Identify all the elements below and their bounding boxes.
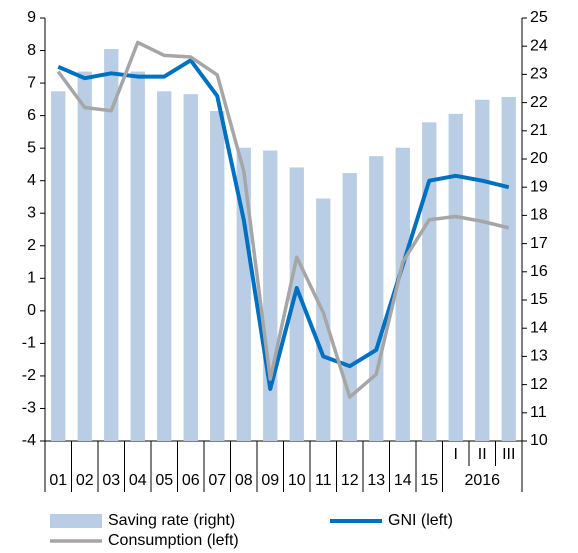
x-tick-label: II bbox=[478, 446, 487, 463]
y2-tick-label: 17 bbox=[530, 235, 548, 252]
y-tick-label: -4 bbox=[22, 432, 36, 449]
bar bbox=[130, 71, 145, 441]
y-tick-label: 4 bbox=[27, 172, 36, 189]
x-tick-label: 02 bbox=[76, 472, 94, 489]
bar bbox=[51, 91, 66, 441]
bar bbox=[157, 91, 172, 441]
bar bbox=[263, 150, 278, 442]
y2-tick-label: 20 bbox=[530, 150, 548, 167]
bar bbox=[210, 111, 225, 441]
x-tick-label: 08 bbox=[235, 472, 253, 489]
x-tick-label: 13 bbox=[367, 472, 385, 489]
y2-tick-label: 25 bbox=[530, 9, 548, 26]
bar bbox=[501, 96, 516, 442]
bar bbox=[289, 167, 304, 441]
x-tick-label: 04 bbox=[129, 472, 147, 489]
y2-tick-label: 21 bbox=[530, 122, 548, 139]
x-tick-label: 09 bbox=[261, 472, 279, 489]
x-tick-label: 14 bbox=[394, 472, 412, 489]
y-tick-label: 9 bbox=[27, 9, 36, 26]
y-tick-label: 0 bbox=[27, 302, 36, 319]
y2-tick-label: 18 bbox=[530, 207, 548, 224]
bar bbox=[236, 147, 251, 441]
line bbox=[56, 40, 510, 399]
legend-label: Saving rate (right) bbox=[108, 512, 235, 529]
y2-tick-label: 23 bbox=[530, 66, 548, 83]
x-tick-label: 03 bbox=[102, 472, 120, 489]
bar bbox=[475, 99, 490, 441]
bar bbox=[395, 147, 410, 441]
y2-tick-label: 11 bbox=[530, 404, 547, 421]
y2-tick-label: 15 bbox=[530, 291, 548, 308]
bar bbox=[104, 49, 119, 442]
legend-label: GNI (left) bbox=[388, 512, 453, 529]
y2-tick-label: 24 bbox=[530, 37, 548, 54]
y2-tick-label: 10 bbox=[530, 432, 548, 449]
y-tick-label: 2 bbox=[27, 237, 36, 254]
y2-tick-label: 19 bbox=[530, 178, 548, 195]
y2-tick-label: 16 bbox=[530, 263, 548, 280]
bar bbox=[316, 198, 331, 441]
y2-tick-label: 12 bbox=[530, 376, 548, 393]
y-tick-label: -3 bbox=[22, 400, 36, 417]
y-tick-label: 6 bbox=[27, 107, 36, 124]
x-tick-label: 06 bbox=[182, 472, 200, 489]
bar bbox=[77, 71, 92, 441]
y-tick-label: 5 bbox=[27, 139, 36, 156]
bar bbox=[422, 122, 437, 441]
y-tick-label: 7 bbox=[27, 74, 36, 91]
y-tick-label: -2 bbox=[22, 367, 36, 384]
y-tick-label: 8 bbox=[27, 42, 36, 59]
legend-label: Consumption (left) bbox=[108, 532, 239, 549]
y2-tick-label: 22 bbox=[530, 94, 548, 111]
bar bbox=[342, 173, 357, 441]
y-tick-label: 1 bbox=[27, 270, 36, 287]
bar bbox=[448, 113, 463, 441]
x-tick-label: 07 bbox=[208, 472, 226, 489]
y-tick-label: -1 bbox=[22, 335, 36, 352]
x-tick-label: 01 bbox=[49, 472, 67, 489]
y-tick-label: 3 bbox=[27, 204, 36, 221]
x-tick-label: 05 bbox=[155, 472, 173, 489]
bar bbox=[369, 156, 384, 441]
x-tick-label: 12 bbox=[341, 472, 359, 489]
x-tick-label: 10 bbox=[288, 472, 306, 489]
bar bbox=[183, 94, 198, 441]
x-tick-label: I bbox=[454, 446, 458, 463]
x-tick-label: 11 bbox=[315, 472, 332, 489]
y2-tick-label: 13 bbox=[530, 348, 548, 365]
x-tick-label: 15 bbox=[420, 472, 438, 489]
y2-tick-label: 14 bbox=[530, 319, 548, 336]
x-group-label: 2016 bbox=[464, 472, 500, 489]
line bbox=[57, 58, 510, 391]
legend-swatch bbox=[50, 514, 102, 528]
x-tick-label: III bbox=[502, 446, 515, 463]
